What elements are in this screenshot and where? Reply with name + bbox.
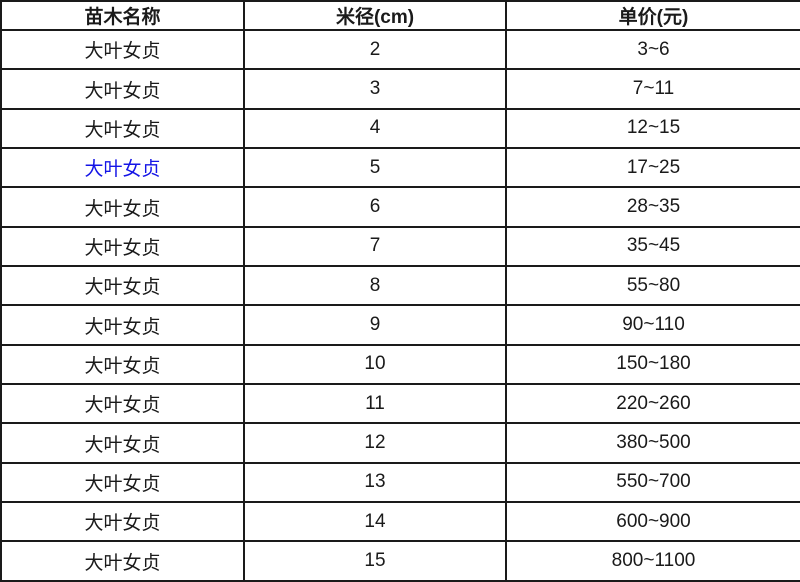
cell-seedling-name: 大叶女贞 — [0, 186, 245, 228]
cell-seedling-name: 大叶女贞 — [0, 540, 245, 582]
cell-seedling-name-link[interactable]: 大叶女贞 — [0, 147, 245, 189]
cell-seedling-name: 大叶女贞 — [0, 28, 245, 71]
table-row: 大叶女贞 15 800~1100 — [0, 540, 800, 582]
cell-seedling-name: 大叶女贞 — [0, 422, 245, 464]
cell-diameter: 11 — [243, 383, 507, 425]
table-row: 大叶女贞 9 90~110 — [0, 304, 800, 346]
cell-price-range: 600~900 — [505, 501, 800, 543]
table-row: 大叶女贞 6 28~35 — [0, 186, 800, 228]
header-row: 苗木名称 米径(cm) 单价(元) — [0, 0, 800, 31]
table-row: 大叶女贞 8 55~80 — [0, 265, 800, 307]
cell-diameter: 15 — [243, 540, 507, 582]
table-row: 大叶女贞 5 17~25 — [0, 147, 800, 189]
table-row: 大叶女贞 10 150~180 — [0, 343, 800, 386]
cell-diameter: 4 — [243, 107, 507, 150]
table-row: 大叶女贞 12 380~500 — [0, 422, 800, 464]
cell-seedling-name: 大叶女贞 — [0, 265, 245, 307]
cell-seedling-name: 大叶女贞 — [0, 501, 245, 543]
header-diameter-cm: 米径(cm) — [243, 0, 507, 31]
table-row: 大叶女贞 2 3~6 — [0, 28, 800, 71]
cell-seedling-name: 大叶女贞 — [0, 461, 245, 504]
cell-diameter: 3 — [243, 68, 507, 110]
table-row: 大叶女贞 4 12~15 — [0, 107, 800, 150]
cell-diameter: 2 — [243, 28, 507, 71]
cell-price-range: 3~6 — [505, 28, 800, 71]
cell-seedling-name: 大叶女贞 — [0, 68, 245, 110]
cell-diameter: 13 — [243, 461, 507, 504]
table-row: 大叶女贞 14 600~900 — [0, 501, 800, 543]
cell-price-range: 35~45 — [505, 225, 800, 268]
cell-seedling-name: 大叶女贞 — [0, 107, 245, 150]
cell-price-range: 90~110 — [505, 304, 800, 346]
cell-diameter: 8 — [243, 265, 507, 307]
cell-price-range: 55~80 — [505, 265, 800, 307]
cell-diameter: 12 — [243, 422, 507, 464]
cell-seedling-name: 大叶女贞 — [0, 225, 245, 268]
table-row: 大叶女贞 11 220~260 — [0, 383, 800, 425]
cell-price-range: 12~15 — [505, 107, 800, 150]
cell-diameter: 5 — [243, 147, 507, 189]
cell-diameter: 7 — [243, 225, 507, 268]
cell-seedling-name: 大叶女贞 — [0, 343, 245, 386]
cell-diameter: 9 — [243, 304, 507, 346]
table-row: 大叶女贞 3 7~11 — [0, 68, 800, 110]
cell-price-range: 17~25 — [505, 147, 800, 189]
cell-price-range: 550~700 — [505, 461, 800, 504]
header-seedling-name: 苗木名称 — [0, 0, 245, 31]
table-row: 大叶女贞 7 35~45 — [0, 225, 800, 268]
cell-price-range: 800~1100 — [505, 540, 800, 582]
cell-diameter: 6 — [243, 186, 507, 228]
cell-price-range: 380~500 — [505, 422, 800, 464]
table-row: 大叶女贞 13 550~700 — [0, 461, 800, 504]
cell-price-range: 220~260 — [505, 383, 800, 425]
header-unit-price-yuan: 单价(元) — [505, 0, 800, 31]
cell-price-range: 150~180 — [505, 343, 800, 386]
cell-diameter: 10 — [243, 343, 507, 386]
table-body: 大叶女贞 2 3~6 大叶女贞 3 7~11 大叶女贞 4 12~15 大叶女贞 5 17~25 大叶女… — [0, 28, 800, 582]
cell-price-range: 28~35 — [505, 186, 800, 228]
cell-price-range: 7~11 — [505, 68, 800, 110]
cell-seedling-name: 大叶女贞 — [0, 383, 245, 425]
cell-seedling-name: 大叶女贞 — [0, 304, 245, 346]
cell-diameter: 14 — [243, 501, 507, 543]
